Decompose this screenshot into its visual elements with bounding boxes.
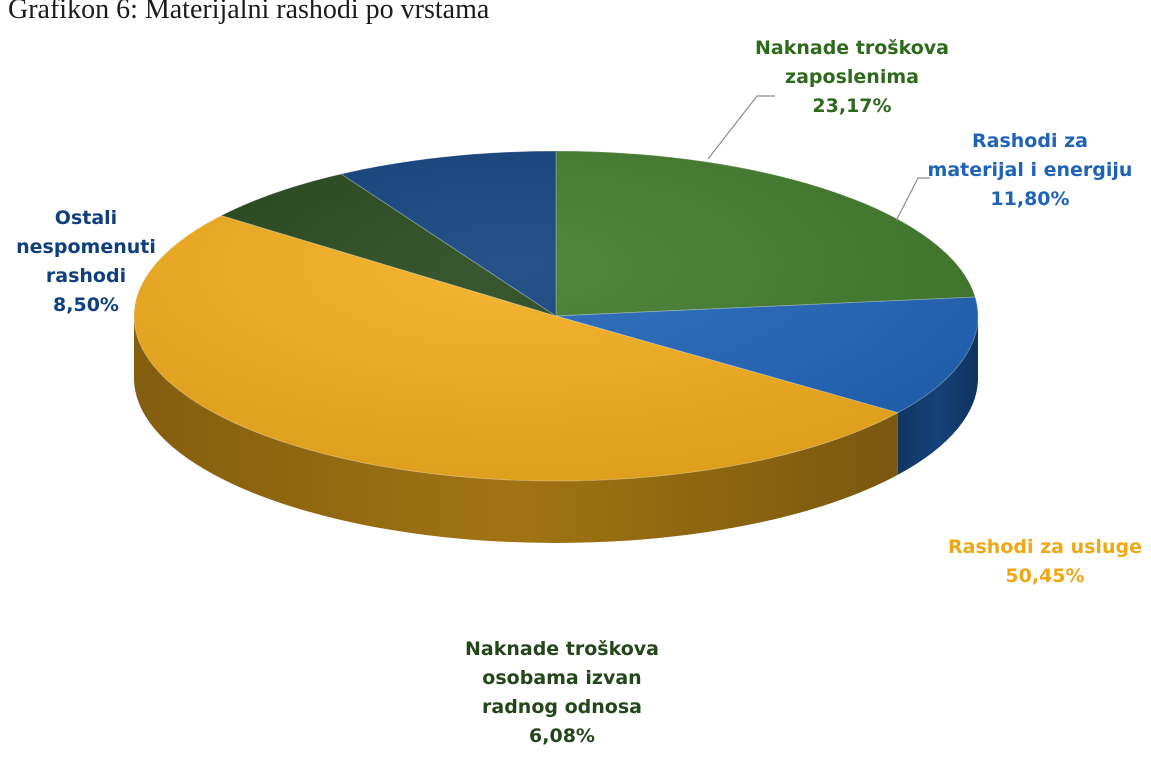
slice-value-4: 8,50% [53,294,119,316]
slice-label-line-0-0: Naknade troškova [755,37,949,59]
slice-label-2: Rashodi za usluge 50,45% [948,536,1142,587]
pie-top-shade [134,151,978,481]
slice-label-line-3-1: osobama izvan [482,667,641,689]
slice-label-line-3-0: Naknade troškova [465,638,659,660]
slice-label-line-3-2: radnog odnosa [482,696,642,718]
pie-side-shade-1 [897,316,978,475]
slice-value-0: 23,17% [812,95,891,117]
slice-label-3: Naknade troškova osobama izvan radnog odno… [465,638,659,747]
page-title: Grafikon 6: Materijalni rashodi po vrsta… [8,0,490,25]
slice-label-4: Ostali nespomenuti rashodi 8,50% [16,207,156,316]
slice-label-0: Naknade troškova zaposlenima 23,17% [755,37,949,117]
pie-side-shade-2 [134,316,898,544]
slice-label-line-1-1: materijal i energiju [928,159,1133,181]
slice-label-line-0-1: zaposlenima [785,66,919,88]
slice-label-line-1-0: Rashodi za [972,130,1088,152]
leader-line-0 [707,95,775,160]
slice-label-1: Rashodi za materijal i energiju 11,80% [928,130,1133,210]
slice-label-line-4-1: nespomenuti [16,236,156,258]
slice-value-3: 6,08% [529,725,595,747]
slice-value-1: 11,80% [990,188,1069,210]
slice-label-line-2-0: Rashodi za usluge [948,536,1142,558]
slice-value-2: 50,45% [1005,565,1084,587]
leader-line-1 [895,177,930,222]
slice-label-line-4-0: Ostali [55,207,117,229]
slice-label-line-4-2: rashodi [46,265,126,287]
